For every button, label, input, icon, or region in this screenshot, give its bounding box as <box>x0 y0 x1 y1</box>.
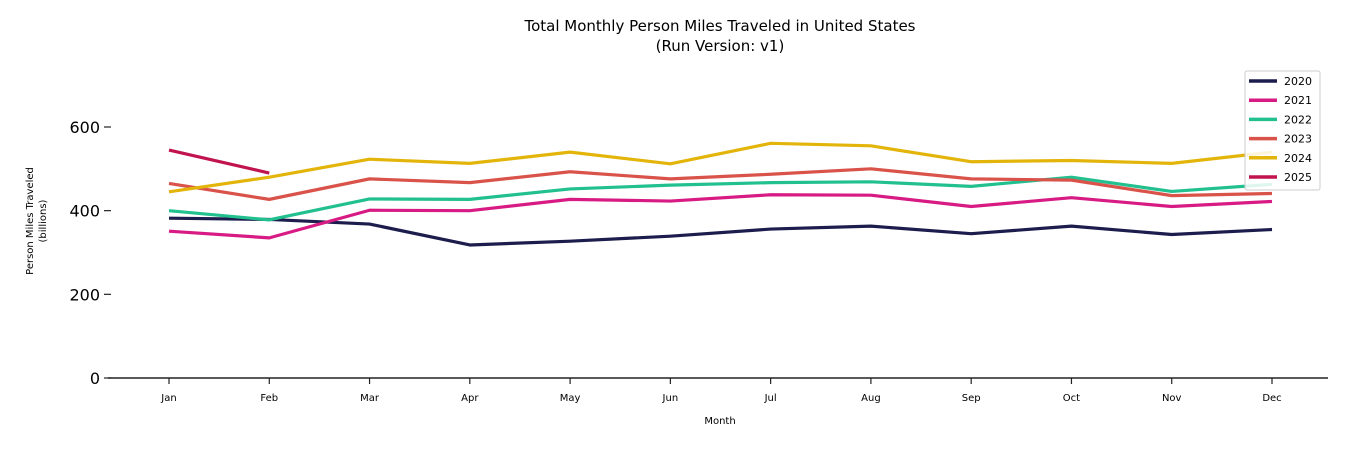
x-tick-label: Feb <box>260 393 278 404</box>
x-tick-label: Jan <box>160 393 176 404</box>
y-tick-label: 400 <box>69 202 100 221</box>
legend: 2020 2021 2022 2023 2024 2025 <box>1245 71 1320 190</box>
x-tick-label: Jul <box>764 393 777 404</box>
y-tick-label: 0 <box>90 369 100 388</box>
series-line-2025 <box>169 150 269 173</box>
x-axis-label: Month <box>704 416 735 427</box>
x-tick-label: Apr <box>461 393 479 404</box>
x-tick-label: Dec <box>1262 393 1281 404</box>
chart-title: Total Monthly Person Miles Traveled in U… <box>523 17 915 35</box>
legend-label: 2024 <box>1284 152 1312 165</box>
x-tick-label: Jun <box>662 393 679 404</box>
legend-label: 2023 <box>1284 133 1312 146</box>
chart-subtitle: (Run Version: v1) <box>656 37 785 55</box>
y-axis-label-units: (billions) <box>38 199 49 242</box>
legend-label: 2021 <box>1284 94 1312 107</box>
y-axis-label: Person Miles Traveled <box>25 167 36 275</box>
x-tick-label: Aug <box>861 393 881 404</box>
x-tick-label: Mar <box>360 393 380 404</box>
x-tick-label: Oct <box>1063 393 1080 404</box>
x-tick-label: May <box>560 393 581 404</box>
y-tick-label: 600 <box>69 118 100 137</box>
legend-label: 2020 <box>1284 75 1312 88</box>
x-tick-label: Sep <box>962 393 981 404</box>
y-tick-label: 200 <box>69 285 100 304</box>
legend-label: 2025 <box>1284 171 1312 184</box>
series-line-2020 <box>169 218 1272 245</box>
x-tick-label: Nov <box>1162 393 1182 404</box>
legend-label: 2022 <box>1284 113 1312 126</box>
